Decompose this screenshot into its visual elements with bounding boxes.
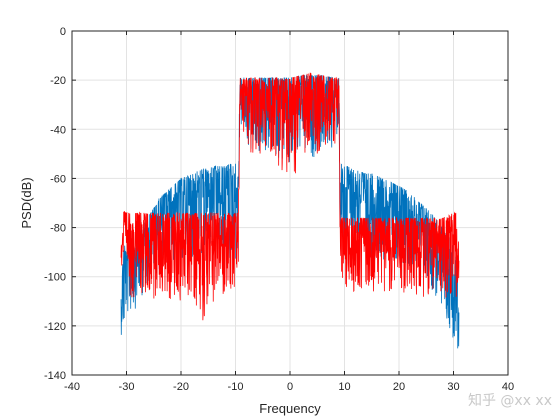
y-tick-label: -120: [44, 321, 66, 333]
psd-series-2: [120, 72, 460, 321]
y-tick-label: -60: [50, 173, 66, 185]
x-tick-label: 10: [338, 381, 350, 393]
x-tick-label: 40: [502, 381, 514, 393]
series-layer: [120, 72, 460, 349]
x-tick-label: -40: [64, 381, 80, 393]
x-tick-label: -20: [173, 381, 189, 393]
y-tick-label: -100: [44, 272, 66, 284]
x-tick-label: -10: [228, 381, 244, 393]
x-axis-label: Frequency: [259, 401, 321, 416]
x-tick-label: 20: [393, 381, 405, 393]
y-tick-label: -40: [50, 124, 66, 136]
axis-ticks: -40 -30 -20 -10 0 10 20 30 400-20-40-60-80-100-1…: [44, 26, 514, 393]
y-tick-label: 0: [60, 26, 66, 38]
watermark: 知乎 @xx xx: [467, 393, 552, 409]
y-tick-label: -140: [44, 370, 66, 382]
x-tick-label: 0: [287, 381, 293, 393]
x-tick-label: 30: [447, 381, 459, 393]
y-tick-label: -20: [50, 75, 66, 87]
x-tick-label: -30: [119, 381, 135, 393]
y-axis-label: PSD(dB): [19, 177, 34, 228]
y-tick-label: -80: [50, 223, 66, 235]
